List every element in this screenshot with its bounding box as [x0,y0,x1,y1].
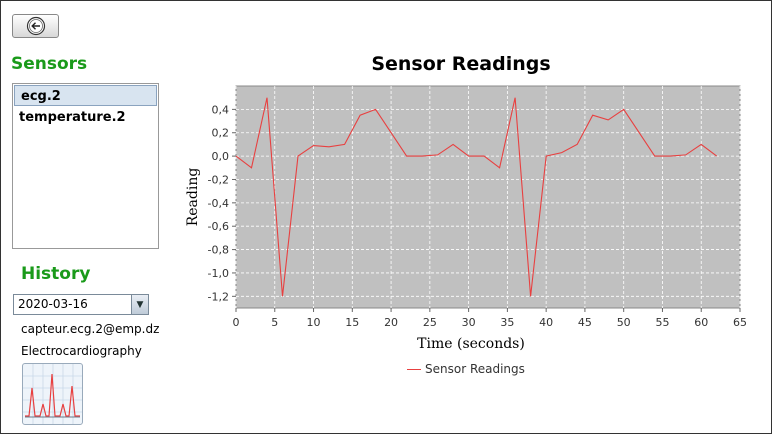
date-select-value: 2020-03-16 [18,297,88,311]
ecg-thumbnail-graphic [23,364,82,424]
x-tick-label: 55 [655,316,669,329]
legend-label: Sensor Readings [425,362,525,376]
chart-title: Sensor Readings [371,53,551,75]
back-button[interactable] [12,14,59,38]
history-heading: History [21,264,91,284]
y-tick-label: -1,0 [208,267,229,280]
chevron-down-icon[interactable]: ▼ [131,295,148,314]
sensor-type-label: Electrocardiography [21,344,142,358]
sensor-item-temperature[interactable]: temperature.2 [19,110,126,125]
sensor-item-ecg[interactable]: ecg.2 [14,85,157,106]
y-axis-label: Reading [185,168,201,227]
y-tick-label: -1,2 [208,290,229,303]
plot-area [235,85,741,309]
chart-legend: Sensor Readings [407,362,525,376]
x-tick-label: 60 [694,316,708,329]
y-tick-label: -0,6 [208,220,229,233]
x-tick-label: 0 [233,316,240,329]
ecg-chart-icon[interactable] [22,363,83,425]
sensor-list[interactable]: ecg.2 temperature.2 [12,83,159,249]
x-tick-label: 25 [423,316,437,329]
y-tick-label: 0,4 [212,103,230,116]
x-tick-label: 35 [500,316,514,329]
legend-swatch [407,368,421,370]
x-tick-label: 20 [384,316,398,329]
sensor-email: capteur.ecg.2@emp.dz [21,322,160,336]
x-tick-label: 10 [307,316,321,329]
x-tick-label: 15 [345,316,359,329]
y-tick-label: 0,2 [212,127,230,140]
x-tick-label: 50 [617,316,631,329]
history-date-select[interactable]: 2020-03-16 ▼ [13,294,149,315]
back-arrow-icon [26,16,45,36]
x-tick-label: 30 [462,316,476,329]
x-tick-label: 45 [578,316,592,329]
y-tick-label: -0,2 [208,173,229,186]
y-tick-label: -0,8 [208,244,229,257]
series-line [235,97,718,297]
sensor-readings-chart: 0 5 10 15 20 25 30 35 40 45 50 55 60 65 0,4 0,2 0,0 -0,2 -… [185,85,747,352]
x-tick-label: 40 [539,316,553,329]
sensors-heading: Sensors [11,54,88,74]
x-tick-label: 65 [733,316,747,329]
x-tick-label: 5 [271,316,278,329]
y-tick-label: -0,4 [208,197,229,210]
y-tick-label: 0,0 [212,150,230,163]
x-axis-label: Time (seconds) [417,336,525,352]
